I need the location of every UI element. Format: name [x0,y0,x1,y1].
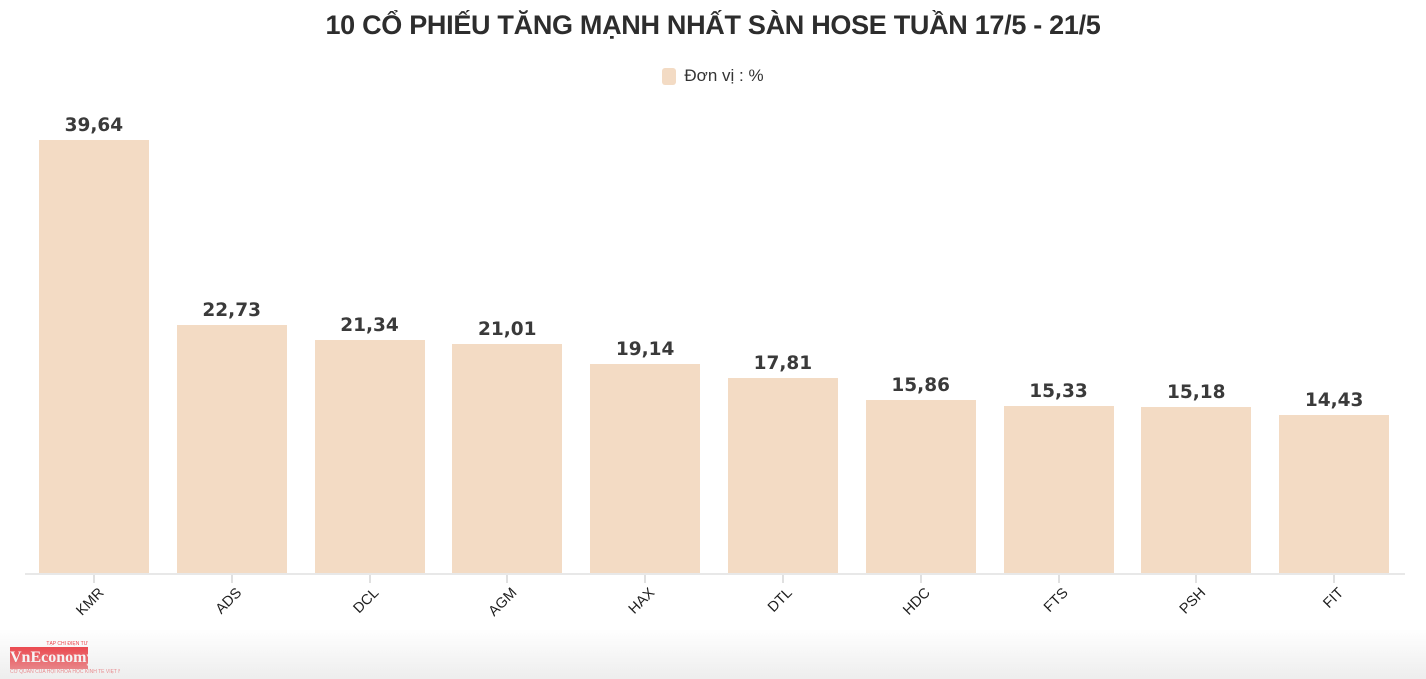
category-label-hax: HAX [626,585,659,618]
value-label-fts: 15,33 [1029,381,1088,402]
value-label-agm: 21,01 [478,319,537,340]
axis-tick [1195,575,1198,583]
axis-tick [644,575,647,583]
value-label-kmr: 39,64 [64,115,124,136]
logo-tagline: CƠ QUAN CỦA HỘI KHOA HỌC KINH TẾ VIỆT NA… [10,669,120,675]
bar-fit[interactable] [1279,415,1390,573]
category-label-dcl: DCL [350,585,383,617]
axis-tick [919,575,922,583]
bar-ads[interactable] [176,325,287,573]
bar-hdc[interactable] [865,400,976,573]
bar-psh[interactable] [1141,407,1252,573]
category-label-fit: FIT [1320,585,1348,612]
category-label-kmr: KMR [73,585,108,620]
category-label-fts: FTS [1041,585,1072,616]
value-label-hax: 19,14 [615,339,675,360]
value-label-psh: 15,18 [1167,382,1226,403]
axis-tick [92,575,95,583]
chart-title: 10 CỔ PHIẾU TĂNG MẠNH NHẤT SÀN HOSE TUẦN… [325,10,1101,40]
axis-tick [1333,575,1336,583]
value-label-ads: 22,73 [202,300,261,321]
value-label-fit: 14,43 [1304,390,1364,411]
legend[interactable]: Đơn vị : % [0,66,1426,86]
bar-agm[interactable] [452,344,563,573]
category-label-psh: PSH [1177,585,1210,618]
axis-tick [230,575,233,583]
bar-dcl[interactable] [314,340,425,573]
axis-tick [781,575,784,583]
bar-kmr[interactable] [38,140,149,573]
bar-dtl[interactable] [727,378,838,573]
bar-hax[interactable] [590,364,701,573]
axis-tick [506,575,509,583]
vneconomy-logo[interactable]: TẠP CHÍ ĐIỆN TỬ VnEconomy CƠ QUAN CỦA HỘ… [10,641,170,676]
value-label-dtl: 17,81 [753,353,813,374]
value-label-hdc: 15,86 [891,375,950,396]
category-label-agm: AGM [485,585,521,620]
axis-tick [1057,575,1060,583]
category-label-dtl: DTL [765,585,797,616]
logo-wordmark: VnEconomy [10,647,94,669]
axis-tick [368,575,371,583]
legend-swatch-icon [662,67,677,85]
category-label-hdc: HDC [900,585,935,619]
value-label-dcl: 21,34 [340,315,399,336]
bar-fts[interactable] [1003,406,1114,573]
legend-label: Đơn vị : % [684,66,764,85]
x-axis-line [25,573,1405,575]
category-label-ads: ADS [212,585,246,618]
